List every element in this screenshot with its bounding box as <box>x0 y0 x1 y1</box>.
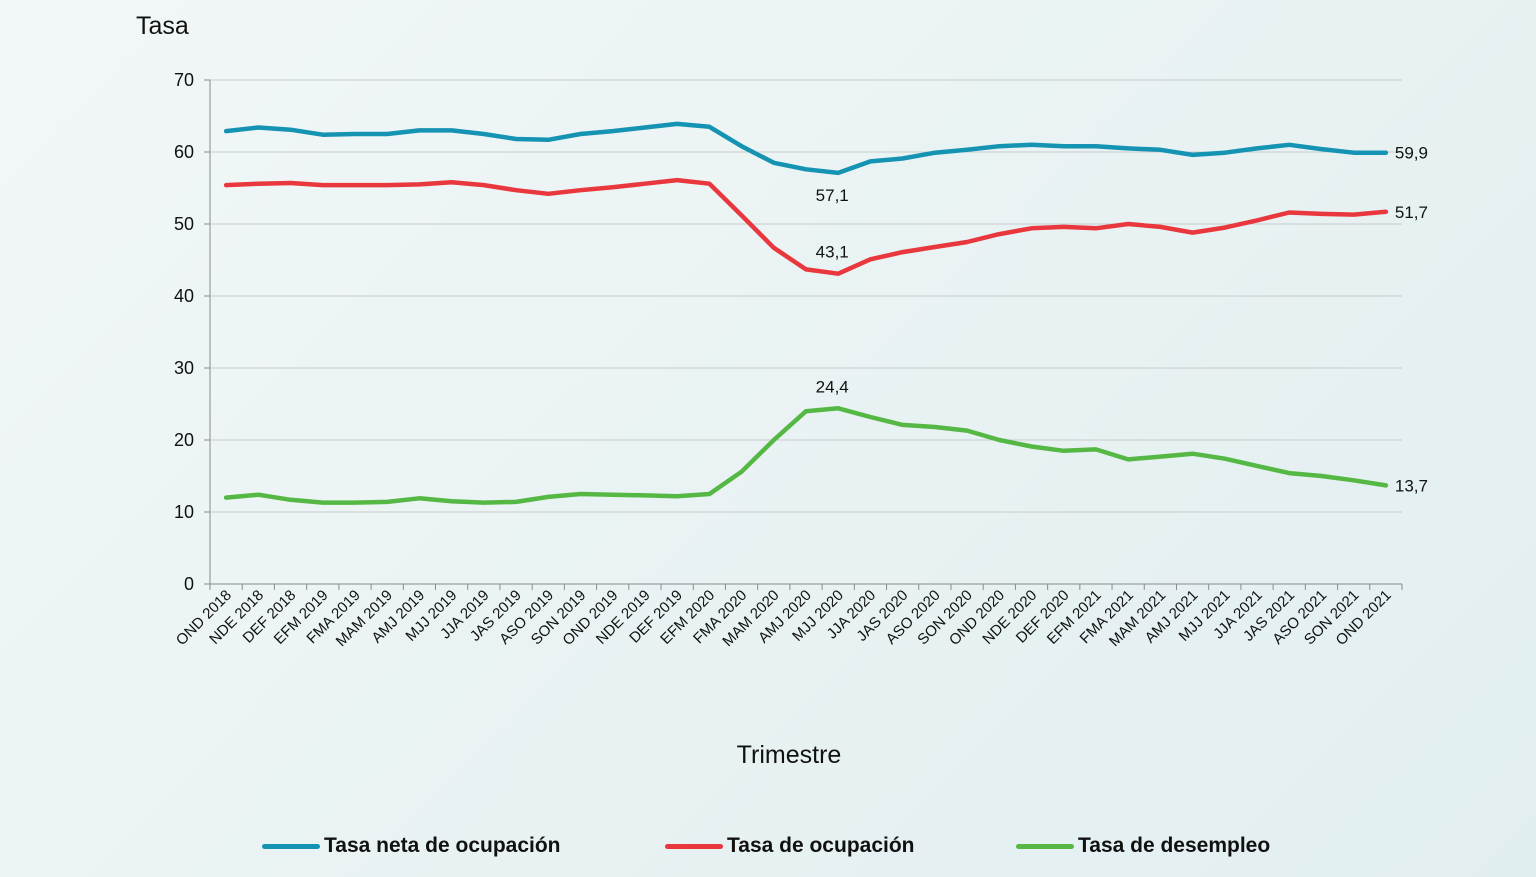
series-line-1 <box>223 177 1389 276</box>
y-tick-label: 10 <box>174 502 194 522</box>
data-label: 57,1 <box>816 186 849 205</box>
legend-swatch <box>262 843 320 849</box>
data-label: 51,7 <box>1395 203 1428 222</box>
legend-item: Tasa de ocupación <box>665 828 915 864</box>
grid-lines <box>210 79 1402 513</box>
series-line-2 <box>223 406 1389 505</box>
legend-swatch <box>1016 843 1074 849</box>
data-label: 43,1 <box>816 243 849 262</box>
legend-item: Tasa de desempleo <box>1016 828 1270 864</box>
y-tick-label: 70 <box>174 70 194 90</box>
y-tick-labels: 0 10 20 30 40 50 60 70 <box>174 70 194 594</box>
data-label: 24,4 <box>816 377 849 396</box>
x-axis-title: Trimestre <box>737 741 842 769</box>
series-lines <box>223 121 1389 505</box>
data-labels: 57,1 59,9 43,1 51,7 24,4 13,7 <box>816 144 1428 496</box>
legend-swatch <box>665 843 723 849</box>
y-tick-label: 60 <box>174 142 194 162</box>
legend-label: Tasa neta de ocupación <box>324 834 561 857</box>
series-line-0 <box>223 121 1389 176</box>
y-tick-label: 0 <box>184 574 194 594</box>
y-tick-label: 40 <box>174 286 194 306</box>
legend-label: Tasa de desempleo <box>1078 834 1271 857</box>
legend-item: Tasa neta de ocupación <box>262 828 561 864</box>
chart-legend: Tasa neta de ocupación Tasa de ocupación T… <box>0 828 1536 864</box>
axes <box>204 79 1403 590</box>
y-axis-title: Tasa <box>136 12 189 40</box>
data-label: 13,7 <box>1395 476 1428 495</box>
y-tick-label: 20 <box>174 430 194 450</box>
legend-label: Tasa de ocupación <box>727 834 915 857</box>
y-tick-label: 30 <box>174 358 194 378</box>
data-label: 59,9 <box>1395 144 1428 163</box>
y-tick-label: 50 <box>174 214 194 234</box>
